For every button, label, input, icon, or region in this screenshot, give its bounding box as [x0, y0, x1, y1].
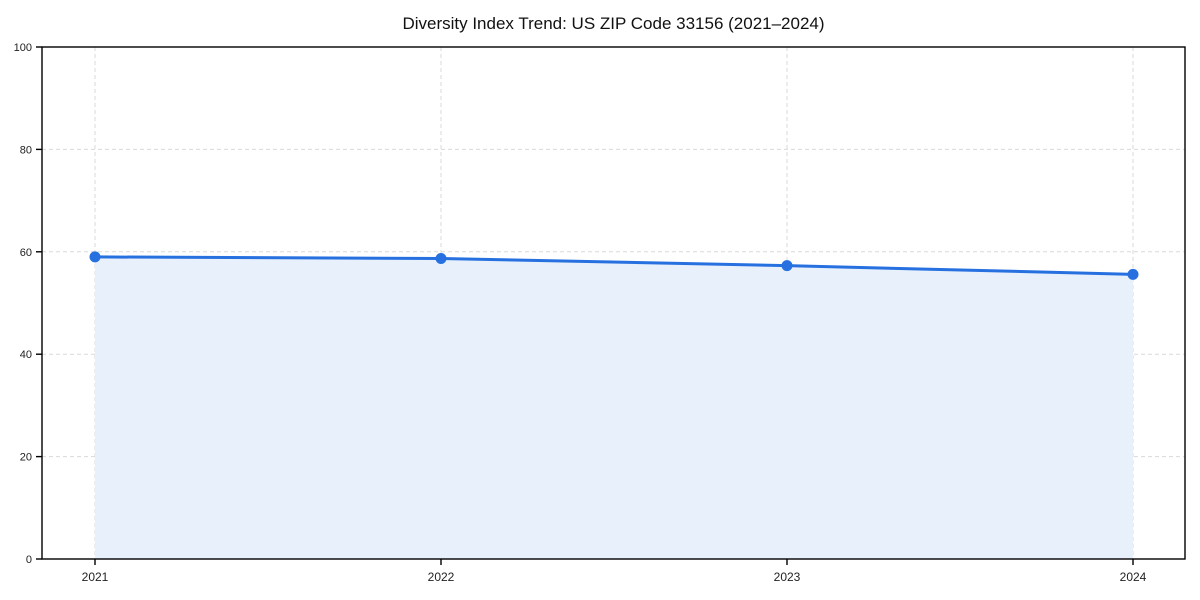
y-tick-label: 40	[20, 349, 32, 361]
area-fill	[95, 256, 1133, 559]
plot-border	[41, 46, 1186, 560]
y-tick-label: 20	[20, 452, 32, 464]
x-tick-label: 2024	[1120, 570, 1147, 584]
y-tick-label: 80	[20, 144, 32, 156]
data-point	[781, 260, 793, 272]
trend-line	[93, 255, 1135, 276]
x-tick-label: 2022	[428, 570, 455, 584]
data-point	[89, 251, 101, 263]
y-tick-label: 60	[20, 247, 32, 259]
data-point	[435, 252, 447, 264]
chart-title: Diversity Index Trend: US ZIP Code 33156…	[402, 14, 825, 33]
x-tick-label: 2021	[82, 570, 109, 584]
y-tick-label: 100	[14, 42, 32, 54]
y-tick-label: 0	[26, 554, 32, 566]
data-point	[1127, 268, 1139, 280]
x-tick-label: 2023	[774, 570, 801, 584]
